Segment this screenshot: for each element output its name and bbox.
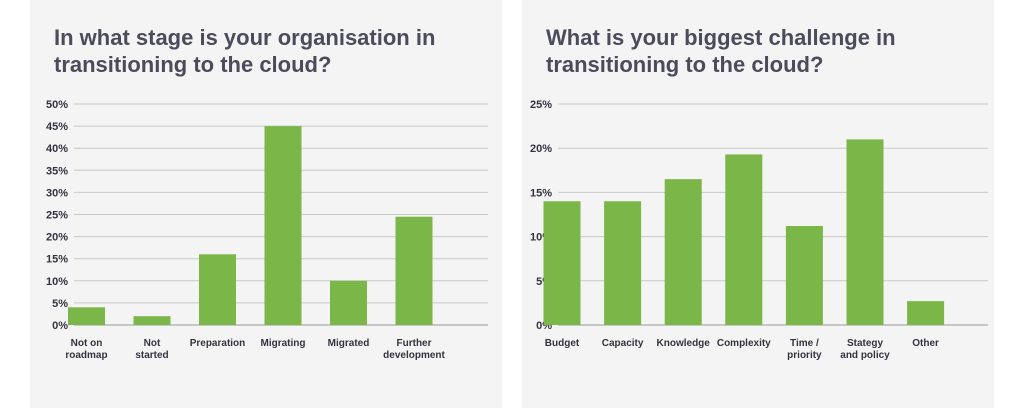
x-category-label: Not started [135, 338, 168, 361]
x-category-label: Migrating [261, 338, 306, 349]
x-category-label: Complexity [717, 338, 771, 349]
x-category-label: Not on roadmap [65, 338, 107, 361]
bar-chart-challenge: 0%5%10%15%20%25%BudgetCapacityKnowledgeC… [530, 99, 988, 361]
bar-stage-3 [199, 254, 236, 325]
y-tick-label: 35% [46, 165, 68, 177]
bar-challenge-2 [604, 201, 642, 325]
x-category-label: Further development [383, 338, 445, 361]
bar-stage-6 [395, 216, 433, 325]
x-category-label: Other [912, 338, 939, 349]
bar-challenge-3 [664, 179, 702, 325]
y-tick-label: 30% [46, 187, 68, 199]
x-category-label: Capacity [602, 338, 644, 349]
y-tick-label: 25% [46, 210, 68, 222]
y-tick-label: 5% [52, 298, 68, 310]
x-category-label: Time / priority [787, 338, 822, 361]
bar-challenge-5 [785, 225, 823, 325]
bar-stage-2 [133, 316, 171, 325]
y-tick-label: 50% [46, 99, 68, 111]
chart-panel-stage: In what stage is your organisation in tr… [30, 0, 502, 408]
x-category-label: Budget [545, 338, 580, 349]
y-tick-label: 20% [530, 143, 552, 155]
x-category-label: Stategy and policy [840, 338, 890, 361]
bar-stage-5 [330, 280, 367, 325]
bar-stage-4 [264, 126, 302, 325]
chart-title-stage: In what stage is your organisation in tr… [54, 25, 436, 77]
y-tick-label: 0% [52, 320, 68, 332]
bar-challenge-6 [846, 139, 884, 325]
y-tick-label: 40% [46, 143, 68, 155]
y-tick-label: 25% [530, 99, 552, 111]
x-category-label: Migrated [328, 338, 370, 349]
bar-challenge-4 [725, 154, 763, 325]
x-category-label: Preparation [190, 338, 246, 349]
bar-challenge-1 [543, 201, 581, 325]
chart-title-challenge: What is your biggest challenge in transi… [546, 25, 896, 77]
y-tick-label: 45% [46, 121, 68, 133]
y-tick-label: 15% [530, 187, 552, 199]
y-tick-label: 20% [46, 232, 68, 244]
y-tick-label: 15% [46, 254, 68, 266]
y-tick-label: 10% [46, 276, 68, 288]
bar-chart-stage: 0% 5% 10% 15% 20% 25% 30% 35% 40% 45% 50% Not on roa… [46, 99, 488, 361]
chart-panel-challenge: What is your biggest challenge in transi… [522, 0, 994, 408]
x-category-label: Knowledge [657, 338, 711, 349]
bar-stage-1 [68, 307, 105, 325]
bar-challenge-7 [907, 301, 945, 325]
